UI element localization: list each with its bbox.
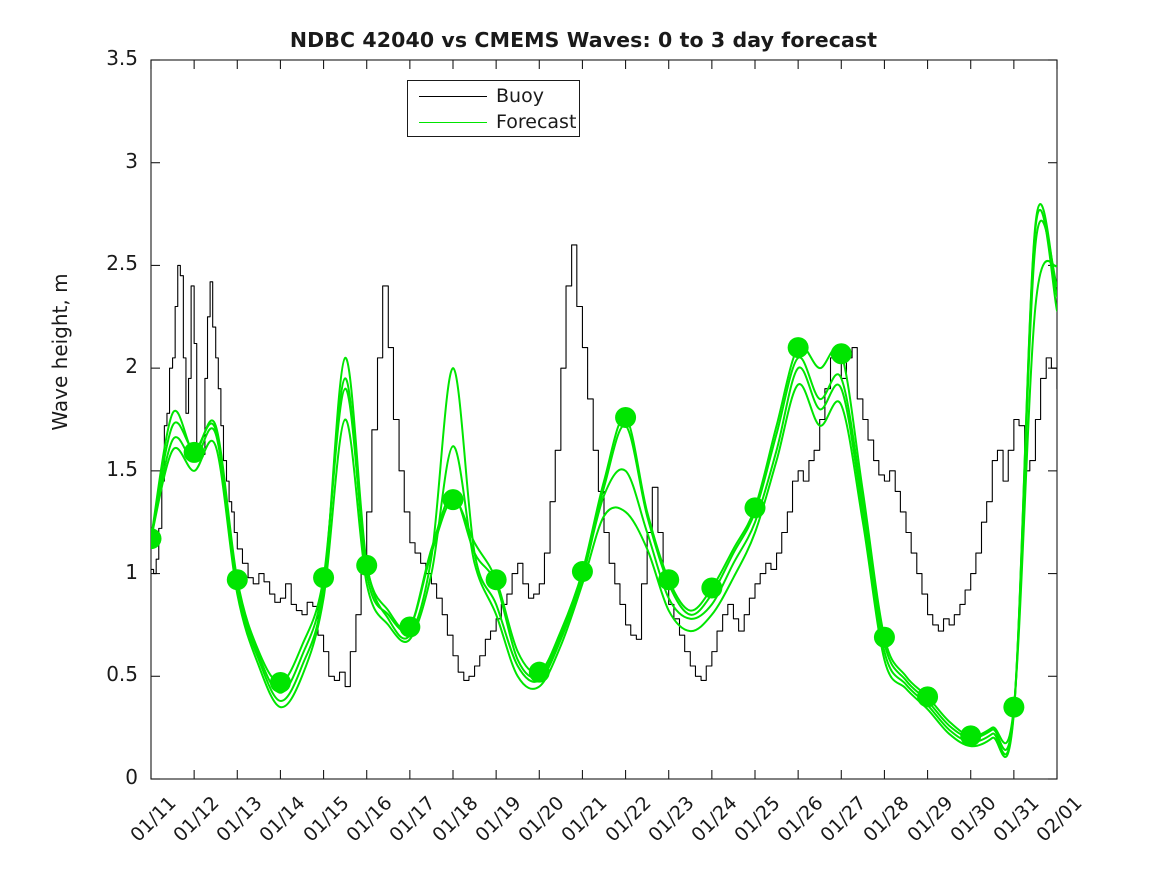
chart-title: NDBC 42040 vs CMEMS Waves: 0 to 3 day fo… [289, 28, 878, 52]
chart-legend: Buoy Forecast [407, 80, 580, 137]
y-tick-label: 1 [125, 559, 138, 584]
y-tick-label: 2.5 [106, 251, 138, 276]
y-tick-label: 3 [125, 148, 138, 173]
y-tick-label: 1.5 [106, 456, 138, 481]
y-tick-label: 0.5 [106, 662, 138, 687]
legend-entry-forecast: Forecast [408, 110, 581, 136]
legend-label-forecast: Forecast [496, 111, 577, 133]
legend-swatch-buoy [419, 96, 487, 97]
y-tick-label: 0 [125, 765, 138, 789]
legend-label-buoy: Buoy [496, 85, 544, 107]
y-tick-label: 2 [125, 354, 138, 379]
legend-entry-buoy: Buoy [408, 84, 581, 110]
y-tick-label: 3.5 [106, 46, 138, 70]
legend-swatch-forecast [419, 122, 487, 123]
